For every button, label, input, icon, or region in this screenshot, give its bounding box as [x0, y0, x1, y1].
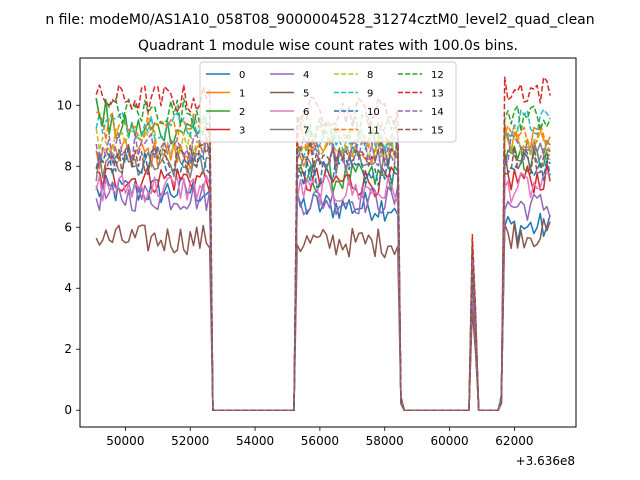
- y-tick-label: 6: [64, 220, 72, 234]
- y-tick-label: 8: [64, 159, 72, 173]
- legend-label-12: 12: [431, 70, 444, 81]
- series-line-14: [95, 132, 551, 411]
- plot-frame: [79, 57, 577, 428]
- legend-label-0: 0: [239, 70, 245, 81]
- x-tick-label: 54000: [236, 434, 274, 448]
- legend-label-7: 7: [303, 126, 309, 137]
- legend-label-10: 10: [367, 107, 380, 118]
- x-axis: 50000 52000 54000 56000 58000 60000 62000: [106, 427, 533, 448]
- x-tick-label: 50000: [106, 434, 144, 448]
- legend-label-11: 11: [367, 126, 380, 137]
- legend-label-1: 1: [239, 89, 245, 100]
- legend-label-3: 3: [239, 126, 245, 137]
- series-line-5: [95, 218, 551, 411]
- x-tick-label: 60000: [430, 434, 468, 448]
- figure-suptitle: n file: modeM0/AS1A10_058T08_9000004528_…: [45, 12, 594, 28]
- x-offset-label: +3.636e8: [516, 454, 575, 468]
- chart-title: Quadrant 1 module wise count rates with …: [138, 38, 518, 54]
- x-tick-label: 62000: [495, 434, 533, 448]
- legend-label-4: 4: [303, 70, 309, 81]
- legend-label-9: 9: [367, 89, 373, 100]
- x-tick-label: 58000: [366, 434, 404, 448]
- x-tick-label: 56000: [301, 434, 339, 448]
- y-tick-label: 2: [64, 342, 72, 356]
- series-line-13: [95, 76, 551, 411]
- y-tick-label: 10: [57, 98, 72, 112]
- legend-label-5: 5: [303, 89, 309, 100]
- legend-box: [199, 61, 457, 143]
- y-axis: 0 2 4 6 8 10: [57, 98, 80, 417]
- legend-label-15: 15: [431, 126, 444, 137]
- legend-label-13: 13: [431, 89, 444, 100]
- series-line-15: [95, 138, 551, 411]
- x-tick-label: 52000: [171, 434, 209, 448]
- legend-label-6: 6: [303, 107, 309, 118]
- legend-label-8: 8: [367, 70, 373, 81]
- legend-label-14: 14: [431, 107, 444, 118]
- y-tick-label: 0: [64, 403, 72, 417]
- y-tick-label: 4: [64, 281, 72, 295]
- legend-label-2: 2: [239, 107, 245, 118]
